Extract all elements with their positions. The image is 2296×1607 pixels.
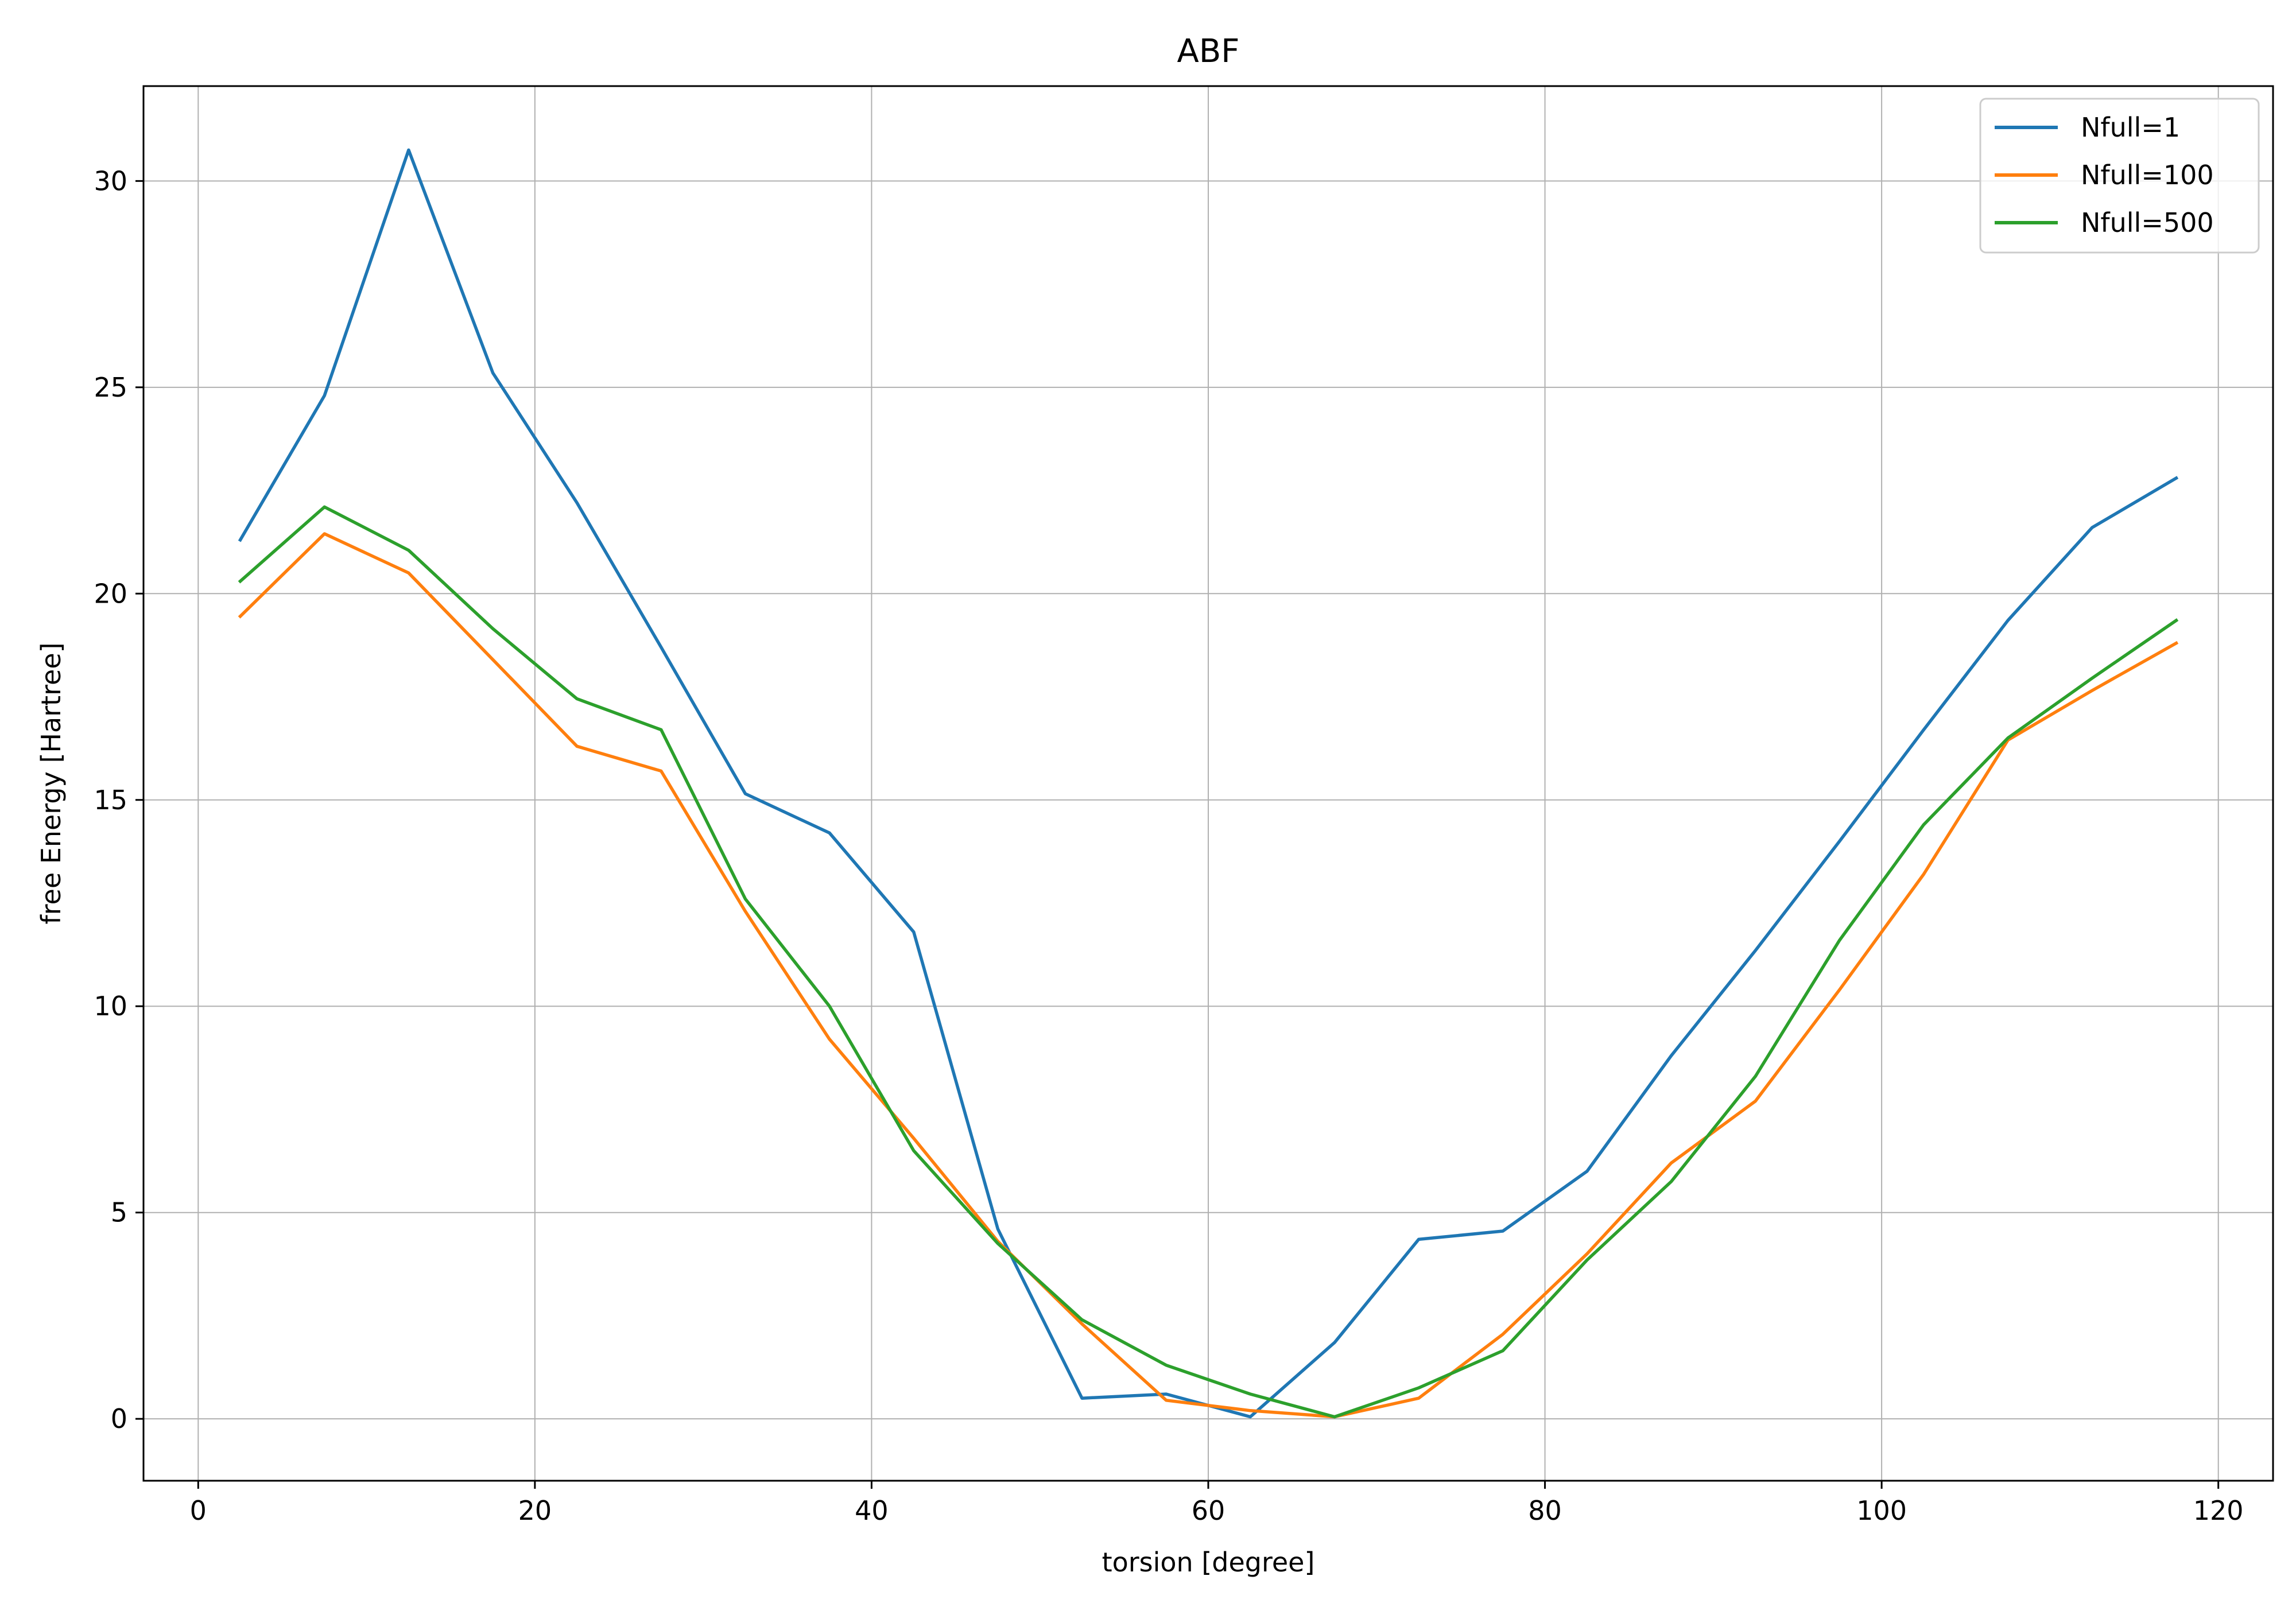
y-tick-label: 10 (94, 991, 127, 1022)
axis-ticks: 0 20 40 60 80 100 120 0 5 10 15 20 25 30 (94, 165, 2243, 1526)
x-tick-label: 120 (2193, 1495, 2244, 1526)
chart-title: ABF (1177, 33, 1240, 70)
x-tick-label: 0 (190, 1495, 207, 1526)
y-tick-label: 5 (111, 1197, 127, 1228)
x-tick-label: 20 (518, 1495, 552, 1526)
y-tick-label: 30 (94, 165, 127, 196)
x-tick-label: 60 (1192, 1495, 1225, 1526)
legend-label-nfull-1: Nfull=1 (2081, 112, 2180, 143)
legend-box (1979, 98, 2260, 254)
x-tick-label: 100 (1856, 1495, 1907, 1526)
y-tick-label: 25 (94, 372, 127, 403)
y-tick-label: 15 (94, 785, 127, 816)
legend: Nfull=1 Nfull=100 Nfull=500 (1979, 98, 2260, 254)
series-lines (238, 148, 2179, 1419)
x-axis-label: torsion [degree] (1102, 1547, 1315, 1578)
y-tick-label: 0 (111, 1403, 127, 1434)
series-line-nfull-100 (238, 532, 2179, 1419)
x-tick-label: 80 (1528, 1495, 1562, 1526)
legend-label-nfull-500: Nfull=500 (2081, 207, 2214, 238)
y-tick-label: 20 (94, 578, 127, 609)
x-tick-label: 40 (855, 1495, 889, 1526)
series-line-nfull-500 (238, 505, 2179, 1419)
legend-label-nfull-100: Nfull=100 (2081, 160, 2214, 191)
y-axis-label: free Energy [Hartree] (36, 642, 67, 924)
